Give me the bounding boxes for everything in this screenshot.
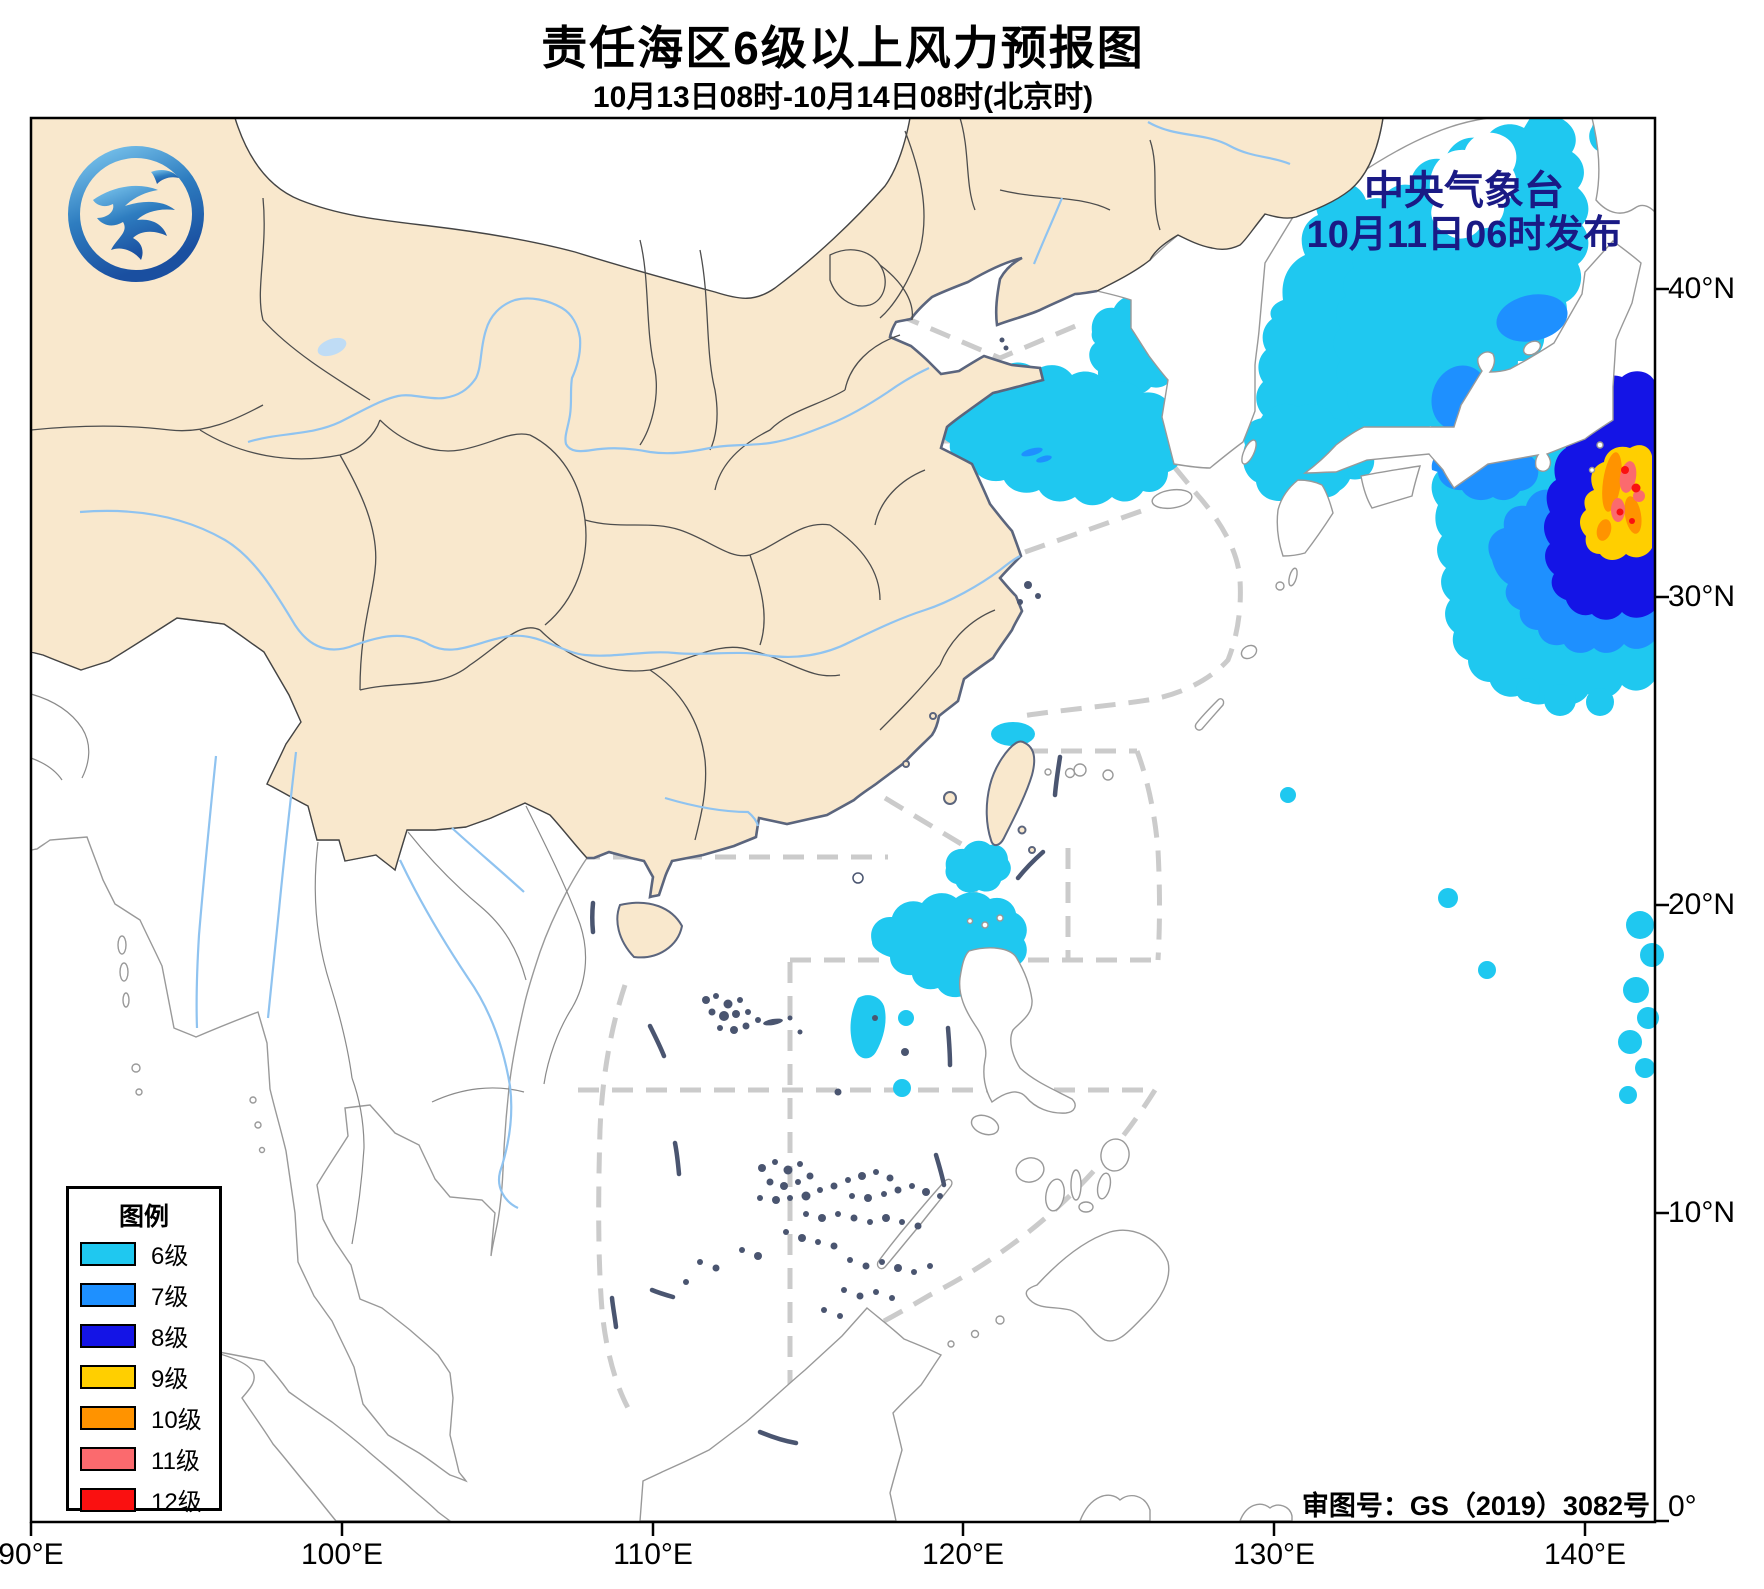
y-axis-label-0: 0° [1668, 1490, 1697, 1523]
foreign-borders [30, 693, 587, 1245]
legend-label-12: 12级 [151, 1489, 202, 1516]
legend-row-9: 9级 [69, 1356, 219, 1397]
calm-area-hole [1428, 132, 1517, 239]
legend-label-9: 9级 [151, 1366, 189, 1393]
issuer-agency: 中央气象台 [1364, 169, 1564, 213]
legend-label-7: 7级 [151, 1284, 189, 1311]
x-axis-label-140e: 140°E [1543, 1538, 1627, 1571]
legend-swatch-9 [80, 1364, 136, 1389]
y-axis-label-10n: 10°N [1668, 1196, 1736, 1229]
map-frame [29, 116, 1669, 1536]
legend-row-11: 11级 [69, 1438, 219, 1479]
page-subtitle: 10月13日08时-10月14日08时(北京时) [592, 81, 1094, 114]
foreign-land [30, 117, 1656, 1522]
nine-dash-line [590, 754, 1063, 1446]
legend-label-11: 11级 [151, 1448, 200, 1475]
pratas-island [852, 872, 864, 884]
legend-swatch-10 [80, 1405, 136, 1430]
wind-area-level10 [1596, 452, 1642, 541]
legend-swatch-8 [80, 1323, 136, 1348]
legend-swatch-12 [80, 1487, 136, 1512]
china-islands [616, 712, 1036, 959]
rivers [79, 121, 1291, 1209]
x-axis-label-90e: 90°E [0, 1538, 64, 1571]
page-title: 责任海区6级以上风力预报图 [541, 22, 1145, 74]
wind-area-level12 [1616, 466, 1641, 524]
x-axis-label-100e: 100°E [300, 1538, 384, 1571]
legend-row-8: 8级 [69, 1315, 219, 1356]
sea-islands-dots [683, 337, 1041, 1319]
y-axis-label-40n: 40°N [1668, 272, 1736, 305]
province-boundaries [30, 117, 1161, 841]
y-axis-label-20n: 20°N [1668, 888, 1736, 921]
legend-swatch-7 [80, 1282, 136, 1307]
x-axis-label-130e: 130°E [1232, 1538, 1316, 1571]
cma-logo-icon [68, 146, 204, 282]
legend-swatch-11 [80, 1446, 136, 1471]
qinghai-lake [317, 337, 347, 357]
legend-row-6: 6级 [69, 1233, 219, 1274]
legend-label-6: 6级 [151, 1243, 189, 1270]
issuer-block: 中央气象台 10月11日06时发布 [1164, 168, 1764, 258]
issuer-time: 10月11日06时发布 [1306, 214, 1622, 256]
y-axis-label-30n: 30°N [1668, 580, 1736, 613]
x-axis-label-110e: 110°E [613, 1538, 693, 1571]
legend-swatch-6 [80, 1241, 136, 1266]
legend-row-10: 10级 [69, 1397, 219, 1438]
map-license-number: 审图号：GS（2019）3082号 [1301, 1491, 1650, 1521]
legend-label-10: 10级 [151, 1407, 202, 1434]
x-axis-label-120e: 120°E [921, 1538, 1005, 1571]
legend: 图例 6级 7级 8级 9级 10级 11级 12级 [66, 1186, 222, 1516]
legend-row-12: 12级 [69, 1479, 219, 1520]
china-coastline [587, 256, 1098, 899]
legend-title: 图例 [118, 1203, 169, 1231]
legend-row-7: 7级 [69, 1274, 219, 1315]
legend-label-8: 8级 [151, 1325, 189, 1352]
